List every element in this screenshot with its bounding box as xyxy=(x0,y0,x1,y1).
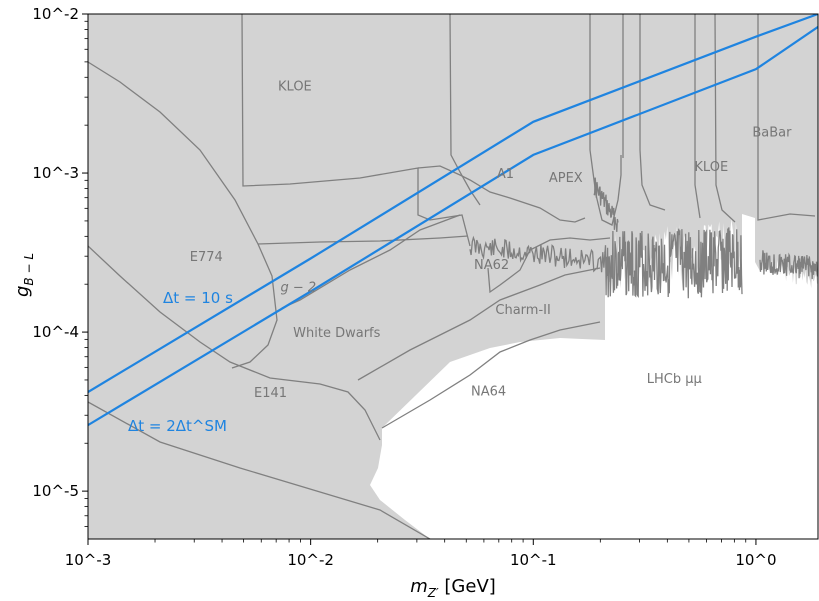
constraint-boundary-15 xyxy=(714,14,736,223)
y-tick-label: 10^-4 xyxy=(32,323,79,341)
constraint-boundary-3 xyxy=(257,235,469,245)
constraint-boundary-8 xyxy=(357,267,601,381)
y-axis-title: gB − L xyxy=(12,253,36,297)
series-label-1: Δt = 10 s xyxy=(163,289,233,307)
constraint-boundary-6 xyxy=(88,401,431,539)
babar-boundary xyxy=(759,250,818,280)
constraint-boundary-13 xyxy=(639,14,666,211)
x-tick-label: 10^-1 xyxy=(510,551,557,569)
series-line-1 xyxy=(88,14,818,393)
y-tick-label: 10^-3 xyxy=(32,164,79,182)
plot-frame xyxy=(87,13,819,540)
constraint-boundary-11 xyxy=(589,14,622,226)
constraint-boundary-7 xyxy=(281,214,461,309)
constraint-boundary-16 xyxy=(757,14,816,221)
x-tick-label: 10^-2 xyxy=(287,551,334,569)
apex-boundary xyxy=(593,177,619,232)
region-label-10: NA64 xyxy=(471,384,506,399)
region-label-13: LHCb μμ xyxy=(647,372,702,387)
constraint-boundary-4 xyxy=(88,61,278,369)
series-label-2: Δt = 2Δt^SM xyxy=(128,417,227,435)
region-label-9: Charm-II xyxy=(495,303,550,318)
region-label-3: g − 2 xyxy=(280,281,316,296)
na62-boundary xyxy=(469,235,606,273)
constraint-boundary-10 xyxy=(449,14,481,206)
region-label-4: White Dwarfs xyxy=(293,326,380,341)
region-label-12: BaBar xyxy=(752,125,792,140)
region-label-11: KLOE xyxy=(694,160,728,175)
y-tick-label: 10^-2 xyxy=(32,5,79,23)
region-label-2: E774 xyxy=(190,250,223,265)
excluded-region xyxy=(88,14,818,539)
x-tick-label: 10^0 xyxy=(735,551,776,569)
series-line-2 xyxy=(88,25,818,427)
x-axis-title: mZ′ [GeV] xyxy=(410,576,496,600)
lhcb-boundary xyxy=(604,227,743,299)
constraint-boundary-2 xyxy=(417,165,586,223)
region-label-1: KLOE xyxy=(278,80,312,95)
region-label-7: A1 xyxy=(497,167,514,182)
region-label-6: NA62 xyxy=(474,258,509,273)
x-tick-label: 10^-3 xyxy=(65,551,112,569)
constraint-boundary-9 xyxy=(381,321,601,429)
region-label-8: APEX xyxy=(549,171,583,186)
region-label-5: E141 xyxy=(254,386,287,401)
y-tick-label: 10^-5 xyxy=(32,482,79,500)
constraint-boundary-14 xyxy=(694,14,701,219)
constraint-boundary-5 xyxy=(88,245,381,441)
